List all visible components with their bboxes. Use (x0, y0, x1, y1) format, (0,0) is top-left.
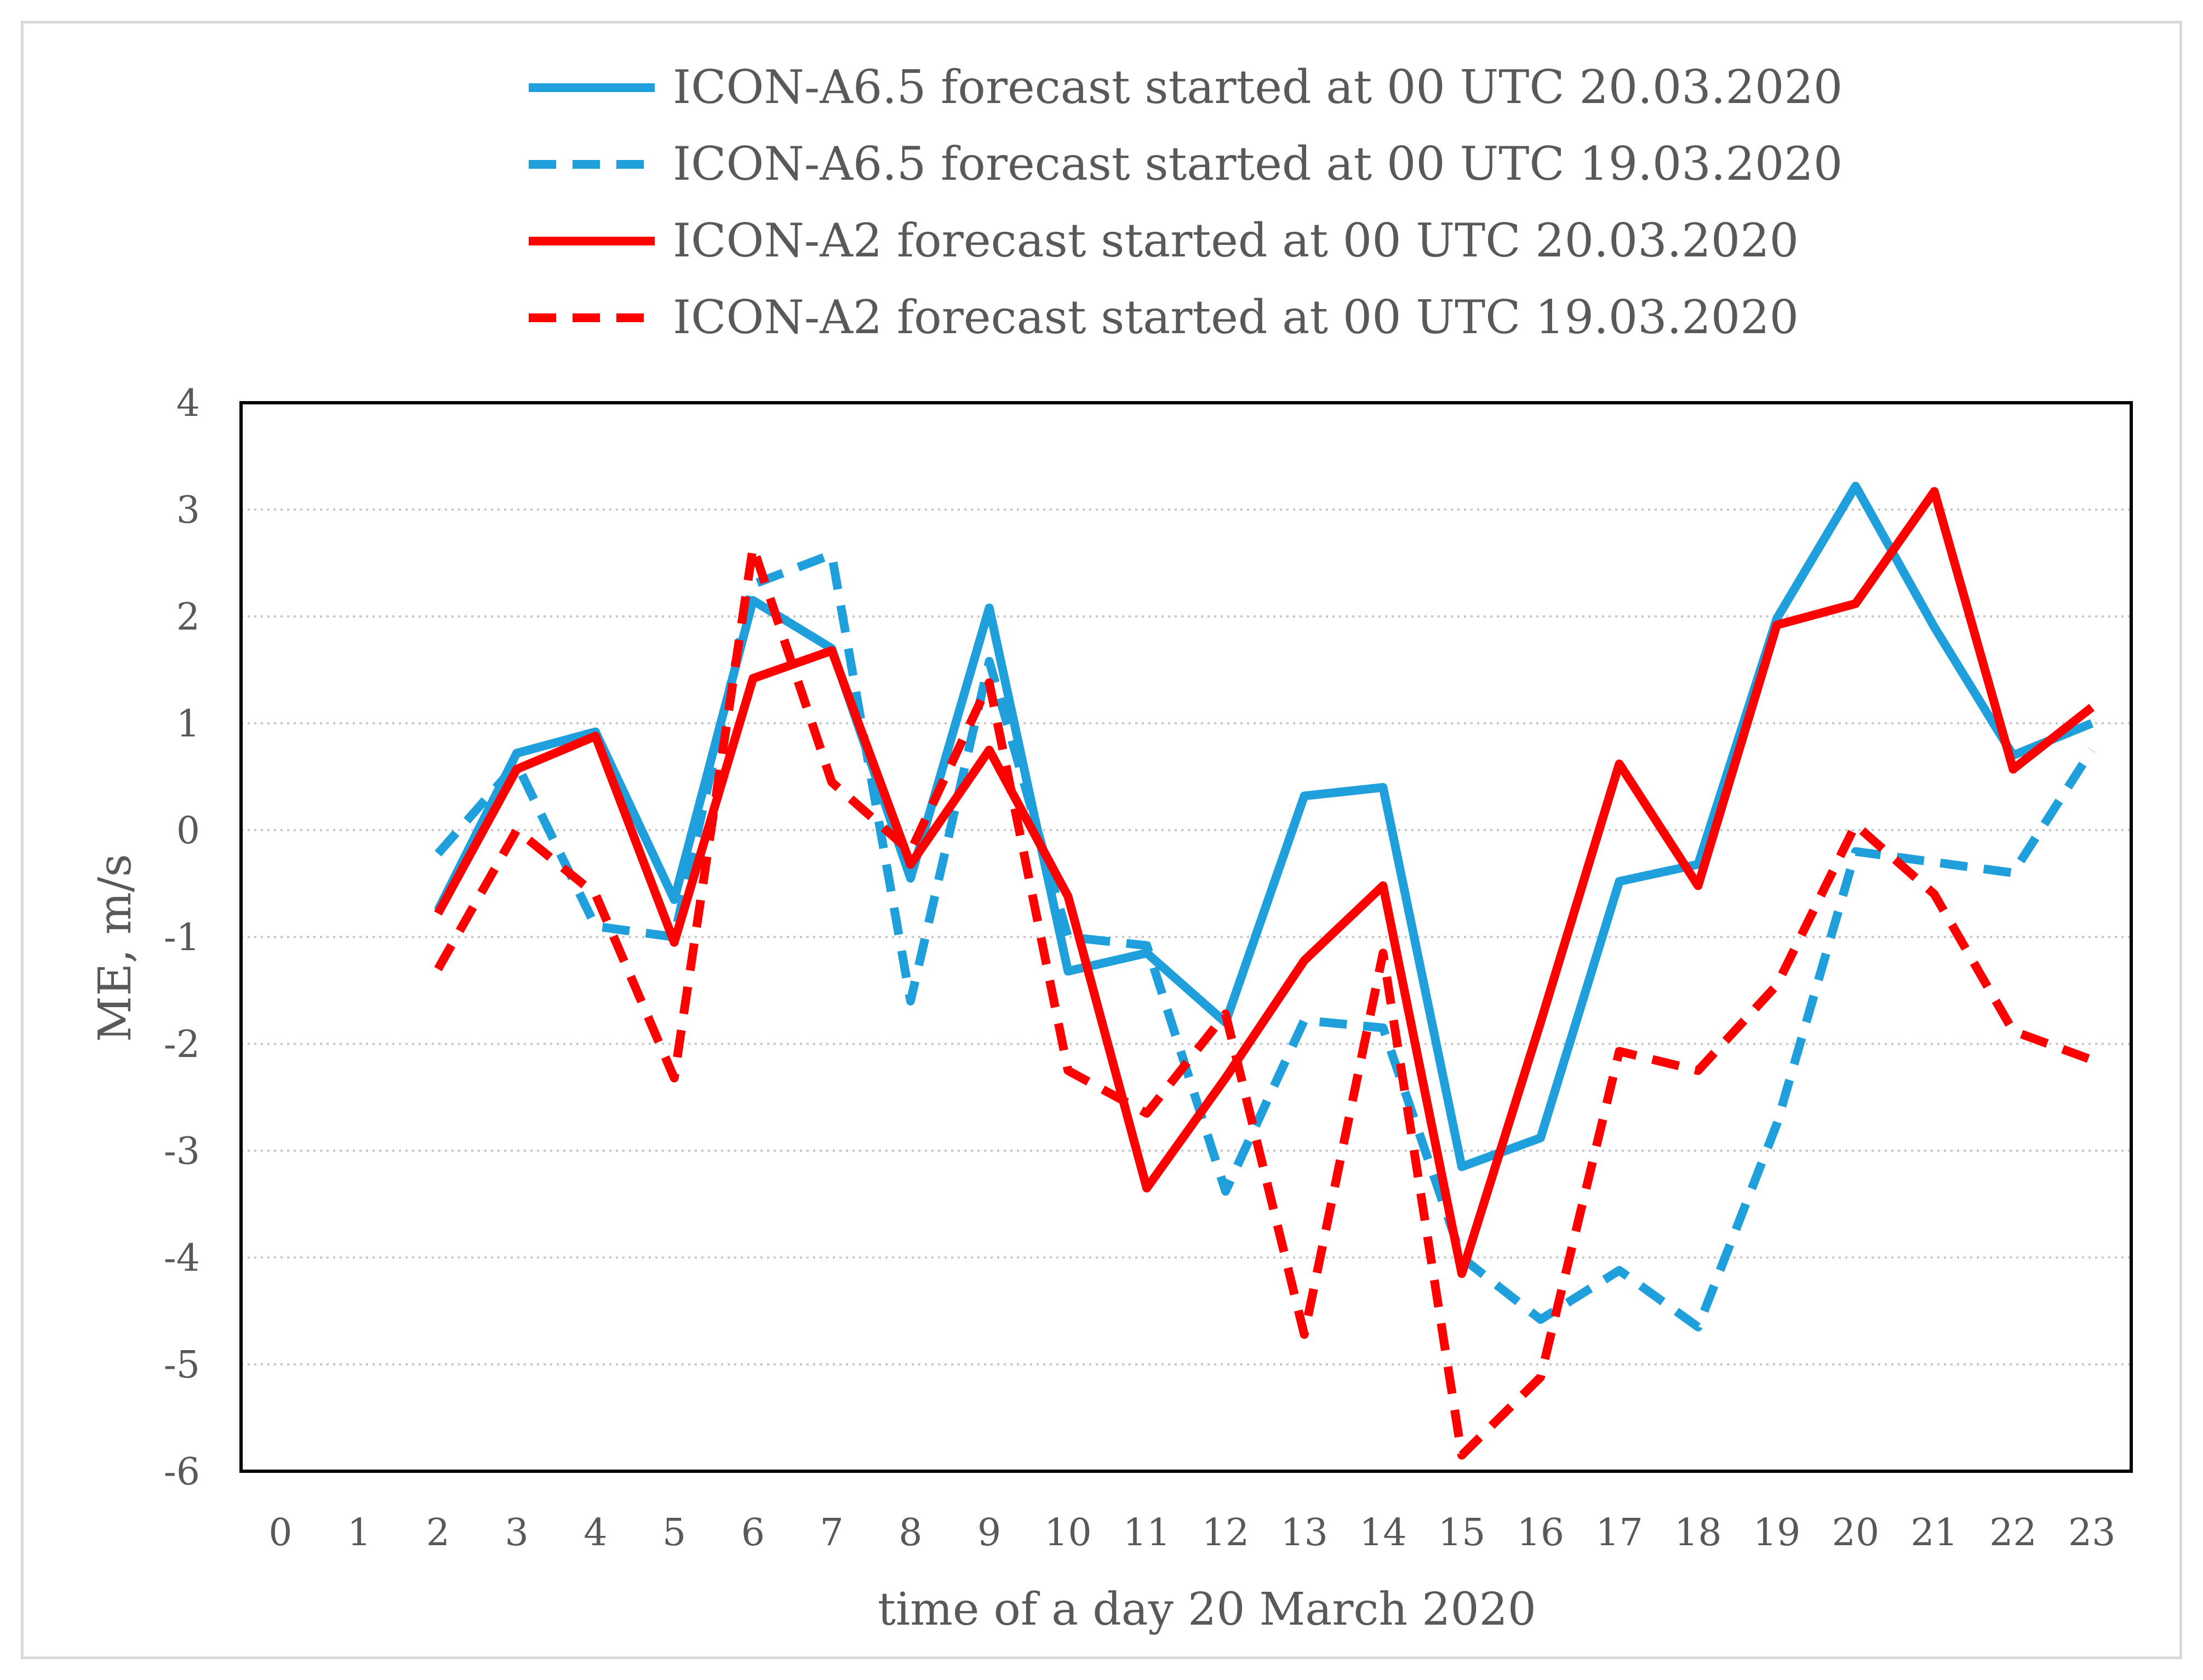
x-tick-label: 14 (1359, 1511, 1407, 1555)
y-tick-label: -5 (164, 1344, 200, 1387)
x-tick-label: 18 (1674, 1511, 1722, 1555)
x-tick-label: 17 (1595, 1511, 1643, 1555)
plot-area-border (239, 401, 2133, 1473)
x-tick-label: 7 (820, 1511, 843, 1555)
x-tick-label: 21 (1910, 1511, 1958, 1555)
y-tick-label: -3 (164, 1130, 200, 1173)
y-tick-label: 3 (176, 489, 200, 532)
x-tick-label: 15 (1438, 1511, 1486, 1555)
x-axis-ticks: 0 1 2 3 4 5 6 7 8 9 10 11 12 13 14 15 16 17 18 19 20 21 22 23 (268, 1511, 2115, 1555)
legend-label-2: ICON-A6.5 forecast started at 00 UTC 19.… (673, 137, 1842, 191)
x-tick-label: 20 (1832, 1511, 1880, 1555)
y-tick-label: 0 (176, 809, 200, 853)
x-tick-label: 11 (1123, 1511, 1171, 1555)
series-line-3 (434, 487, 2095, 1278)
legend-label-1: ICON-A6.5 forecast started at 00 UTC 20.… (673, 60, 1842, 114)
x-tick-label: 3 (505, 1511, 528, 1555)
legend-label-3: ICON-A2 forecast started at 00 UTC 20.03… (673, 214, 1799, 267)
x-tick-label: 22 (1989, 1511, 2037, 1555)
y-tick-label: 2 (176, 596, 200, 639)
x-tick-label: 8 (899, 1511, 922, 1555)
x-tick-label: 1 (347, 1511, 371, 1555)
y-tick-label: -4 (164, 1237, 200, 1280)
x-tick-label: 2 (426, 1511, 450, 1555)
x-tick-label: 23 (2068, 1511, 2116, 1555)
x-axis-title: time of a day 20 March 2020 (878, 1584, 1536, 1636)
x-tick-label: 6 (741, 1511, 765, 1555)
legend: ICON-A6.5 forecast started at 00 UTC 20.… (529, 60, 1842, 344)
y-tick-label: 4 (176, 382, 200, 425)
series-line-4 (434, 542, 2093, 1460)
x-tick-label: 4 (583, 1511, 607, 1555)
x-tick-label: 5 (662, 1511, 686, 1555)
y-axis-title: ME, m/s (89, 854, 141, 1042)
x-tick-label: 9 (977, 1511, 1001, 1555)
y-tick-label: -1 (164, 916, 200, 959)
x-tick-label: 0 (268, 1511, 292, 1555)
y-axis-ticks: 4 3 2 1 0 -1 -2 -3 -4 -5 -6 (164, 382, 200, 1494)
y-tick-label: -2 (164, 1023, 200, 1066)
legend-label-4: ICON-A2 forecast started at 00 UTC 19.03… (673, 290, 1799, 344)
series-line-1 (434, 482, 2094, 1172)
x-tick-label: 12 (1202, 1511, 1250, 1555)
series-lines (434, 482, 2096, 1460)
x-tick-label: 13 (1280, 1511, 1328, 1555)
y-tick-label: -6 (164, 1450, 200, 1494)
y-tick-label: 1 (176, 702, 200, 746)
x-tick-label: 16 (1517, 1511, 1565, 1555)
figure-frame (21, 21, 2182, 1659)
grid-lines (241, 508, 2131, 1365)
x-tick-label: 10 (1044, 1511, 1092, 1555)
x-tick-label: 19 (1753, 1511, 1801, 1555)
series-line-2 (434, 550, 2096, 1332)
